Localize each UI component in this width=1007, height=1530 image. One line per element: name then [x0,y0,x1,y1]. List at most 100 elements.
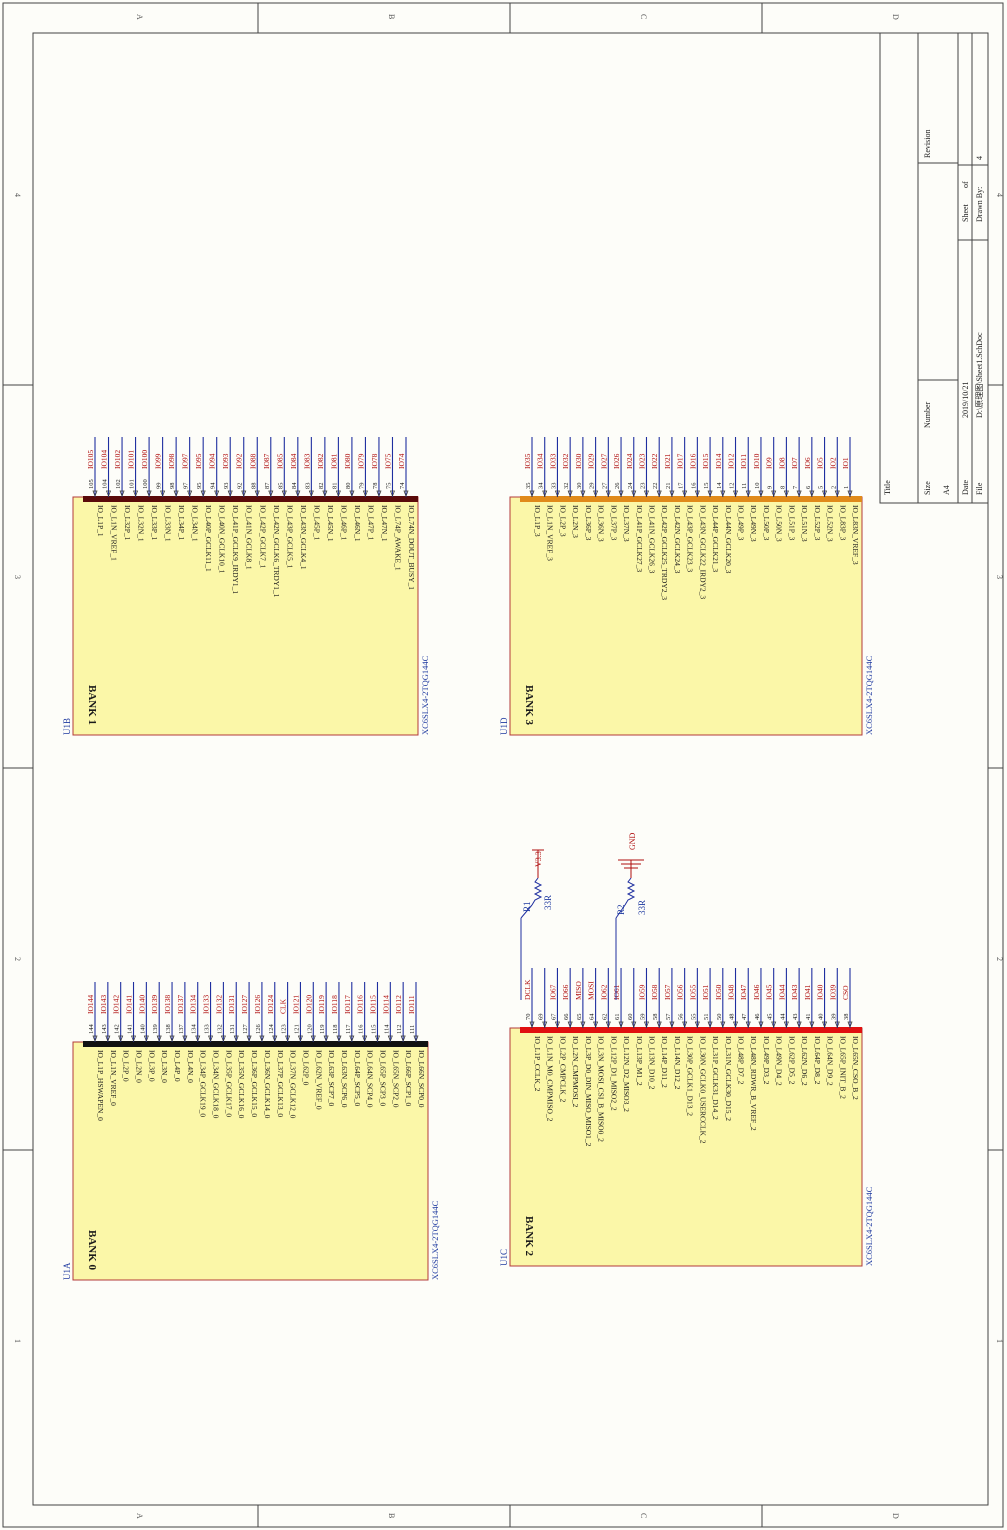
pin-name: IO_L34P_GCLK19_0 [199,1050,208,1117]
net-label: IO35 [523,453,532,469]
bank-u1d: 35 IO_L1P_3 IO35 34 IO_L1N_VREF_3 IO34 33 IO_L2… [499,437,874,736]
pin-name: IO_L65P_SCP3_0 [378,1050,387,1107]
net-label: IO48 [727,984,736,1000]
zone-ticks [3,3,1003,1527]
pin-name: IO_L64N_SCP4_0 [366,1050,375,1108]
net-label: IO137 [176,995,185,1014]
pin-number: 8 [779,486,786,489]
pin-arrow-icon [669,1021,675,1028]
bank-u1a: 144 IO_L1P_HSWAPEN_0 IO144 143 IO_L1N_VREF_0… [62,982,440,1281]
pin-arrow-icon [387,1035,393,1042]
pin-arrow-icon [783,1021,789,1028]
pin-arrow-icon [143,1035,149,1042]
pin-number: 75 [385,483,392,490]
pin-arrow-icon [707,1021,713,1028]
pin-number: 70 [525,1014,532,1021]
net-label: IO33 [548,453,557,469]
pin-name: IO_L44N_GCLK20_3 [724,505,733,574]
pin-number: 41 [805,1014,812,1021]
pin-arrow-icon [656,1021,662,1028]
pin-arrow-icon [281,490,287,497]
net-label: IO93 [221,453,230,469]
pin-number: 58 [652,1014,659,1021]
pin-number: 114 [383,1024,390,1034]
pin-name: IO_L31P_GCLK31_D14_2 [711,1036,720,1120]
pin-arrow-icon [580,490,586,497]
pin-name: IO_L41P_GCLK27_3 [635,505,644,572]
net-label: IO6 [803,457,812,469]
net-label: IO134 [189,995,198,1014]
net-label: IO115 [368,995,377,1014]
pin-name: IO_L62P_D5_2 [787,1036,796,1085]
pin-arrow-icon [146,490,152,497]
pin-arrow-icon [567,1021,573,1028]
pin-arrow-icon [720,490,726,497]
pin-number: 92 [237,483,244,490]
pin-arrow-icon [809,490,815,497]
pin-number: 124 [268,1024,275,1035]
zone-row-left-4: 4 [13,193,22,197]
pin-name: IO_L35P_GCLK17_0 [224,1050,233,1117]
pin-name: IO_L49P_3 [737,505,746,541]
net-label: IO126 [253,995,262,1014]
pin-number: 6 [805,485,812,489]
pin-arrow-icon [745,1021,751,1028]
net-label: IO127 [240,995,249,1014]
pin-arrow-icon [272,1035,278,1042]
pin-arrow-icon [822,1021,828,1028]
pin-number: 102 [115,479,122,489]
pin-number: 51 [703,1014,710,1021]
pin-name: IO_L30N_GCLK0_USERCCLK_2 [698,1036,707,1144]
pin-number: 1 [843,486,850,489]
pin-number: 112 [396,1024,403,1034]
pin-number: 143 [101,1024,108,1034]
net-label: IO141 [125,995,134,1014]
net-label: IO32 [561,453,570,469]
pin-name: IO_L32P_1 [123,505,132,541]
pin-arrow-icon [847,490,853,497]
pin-number: 87 [264,482,271,489]
net-label: IO97 [181,453,190,469]
pin-arrow-icon [554,490,560,497]
pin-number: 23 [639,483,646,490]
drawn-by-label: Drawn By: [975,187,984,222]
net-label: IO39 [828,984,837,1000]
resistor-r2: R2 33R GND [615,832,647,1000]
pin-number: 17 [678,482,685,489]
net-label: IO14 [714,453,723,469]
pin-name: IO_L37N_GCLK12_0 [289,1050,298,1119]
net-label: IO57 [663,984,672,1000]
pin-number: 100 [142,479,149,489]
net-label: IO99 [154,453,163,469]
pin-arrow-icon [643,490,649,497]
pin-arrow-icon [335,490,341,497]
pin-name: IO_L36N_GCLK14_0 [263,1050,272,1119]
pin-arrow-icon [631,490,637,497]
pin-arrow-icon [694,1021,700,1028]
pin-bus-bar [83,1041,428,1047]
pin-arrow-icon [362,1035,368,1042]
net-label: IO142 [112,995,121,1014]
file-label: File [975,482,984,495]
pin-arrow-icon [567,490,573,497]
r2-ref: R2 [616,904,626,915]
pin-arrow-icon [374,1035,380,1042]
pin-name: IO_L42P_GCLK7_1 [258,505,267,569]
pin-number: 43 [792,1014,799,1021]
pin-name: IO_L52N_3 [826,505,835,542]
net-label: IO119 [317,995,326,1014]
net-label: IO138 [163,995,172,1014]
net-label: IO30 [574,453,583,469]
pin-number: 139 [152,1024,159,1034]
net-label: IO81 [329,453,338,469]
pin-name: IO_L65P_INIT_B_2 [838,1036,847,1099]
pin-name: IO_L64P_D8_2 [813,1036,822,1085]
net-label: IO16 [688,453,697,469]
size-label: Size [923,481,932,495]
pin-arrow-icon [618,490,624,497]
pin-name: IO_L63N_SCP6_0 [340,1050,349,1108]
pin-number: 50 [716,1014,723,1021]
pin-number: 38 [843,1014,850,1021]
pin-number: 32 [563,483,570,490]
net-label: DCLK [523,979,532,1000]
